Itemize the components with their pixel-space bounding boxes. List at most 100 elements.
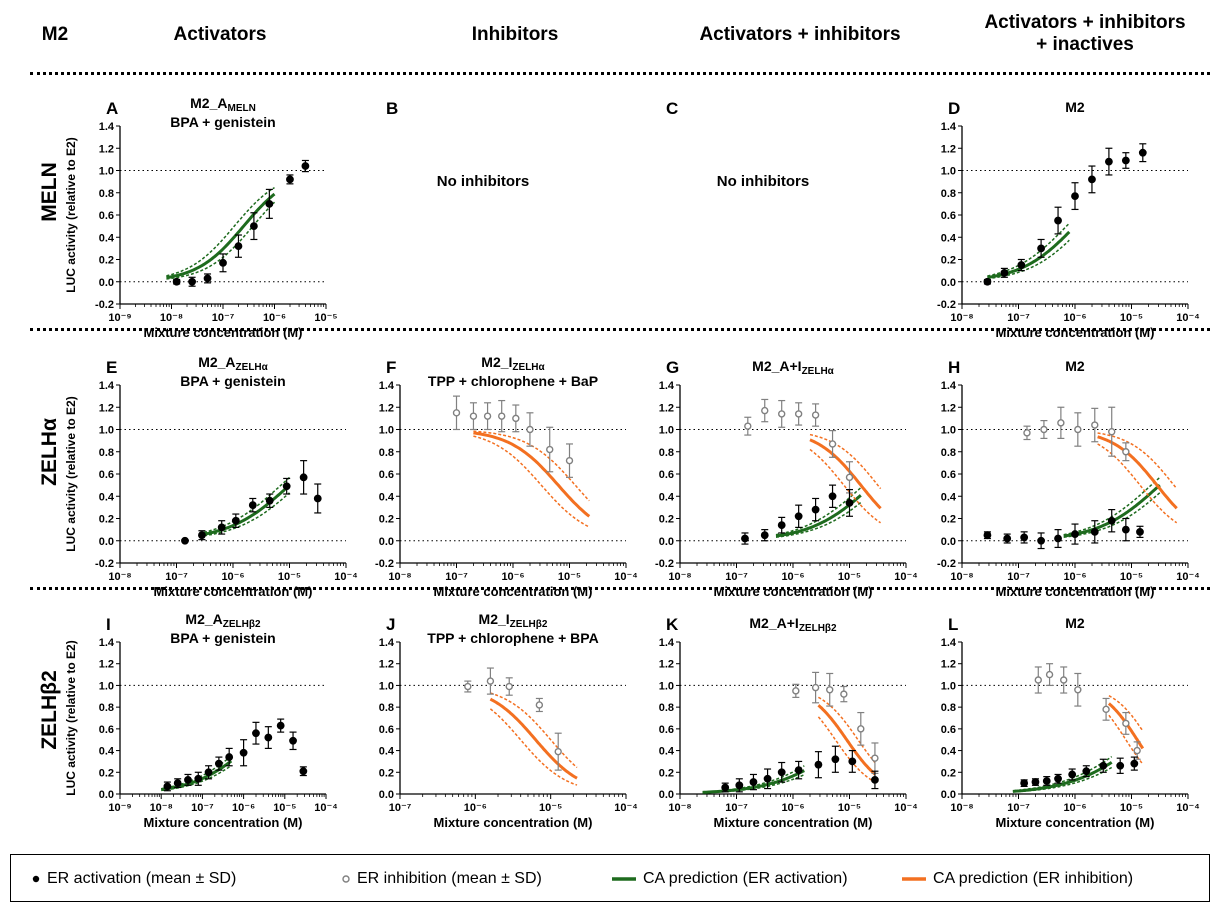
y-tick-label: 0.4 (99, 491, 115, 503)
y-tick-label: 0.2 (99, 514, 114, 526)
ca-prediction-ci-activation (198, 476, 290, 535)
x-tick-label: 10⁻⁶ (221, 571, 244, 583)
column-header-activators: Activators (173, 24, 267, 45)
panel-C: C No inhibitors (666, 99, 809, 190)
activation-point (203, 274, 212, 283)
y-tick-label: 0.6 (379, 469, 394, 481)
activation-point (1068, 770, 1077, 779)
no-inhibitors-note: No inhibitors (717, 173, 810, 190)
panel-H: H M2 -0.2 0.0 0.2 0.4 0.6 0.8 1.0 1.2 1.4 10⁻⁸ 10⁻⁷ 1… (937, 358, 1200, 599)
activation-point (301, 162, 310, 170)
activation-point (1054, 774, 1062, 783)
ca-prediction-ci-inhibition (1097, 432, 1178, 490)
x-tick-label: 10⁻⁶ (781, 802, 804, 814)
inhibition-point (761, 406, 769, 415)
x-axis-label: Mixture concentration (M) (714, 584, 873, 599)
x-axis-label: Mixture concentration (M) (434, 584, 593, 599)
legend: ER activation (mean ± SD) ER inhibition … (10, 854, 1210, 902)
activation-point (871, 775, 879, 784)
x-tick-label: 10⁻⁴ (894, 571, 917, 583)
panel-title-sub: MELN (228, 103, 256, 114)
activation-point (777, 521, 786, 530)
activation-point (313, 494, 322, 503)
ca-prediction-curve-inhibition (489, 697, 578, 780)
activation-point (194, 774, 203, 783)
panel-subtitle: BPA + genistein (170, 630, 275, 646)
y-tick-label: 0.6 (941, 469, 956, 481)
ca-prediction-ci-inhibition (817, 716, 876, 783)
y-tick-label: 1.0 (941, 425, 956, 437)
ca-prediction-ci-inhibition (473, 430, 590, 502)
y-tick-label: 1.4 (99, 637, 115, 649)
panel-title-main: M2_I (479, 611, 510, 627)
orange-line-icon (902, 877, 926, 881)
x-tick-label: 10⁻⁷ (389, 802, 412, 814)
y-tick-label: 0.8 (99, 188, 114, 200)
activation-point (252, 729, 260, 738)
x-tick-label: 10⁻⁴ (314, 802, 337, 814)
x-tick-label: 10⁻⁸ (950, 802, 973, 814)
panel-title: M2 (1065, 615, 1085, 631)
ca-prediction-ci-inhibition (489, 708, 578, 786)
activation-point (188, 277, 197, 286)
panel-title: M2_AZELHα (198, 354, 268, 373)
y-tick-label: 1.0 (941, 680, 956, 692)
inhibition-point (565, 456, 574, 465)
inhibition-point (1122, 448, 1130, 456)
y-tick-label: 0.2 (379, 514, 394, 526)
legend-ca-activation: CA prediction (ER activation) (611, 870, 848, 888)
x-tick-label: 10⁻⁷ (165, 571, 188, 583)
panel-subtitle: BPA + genistein (170, 114, 275, 130)
activation-point (814, 760, 823, 769)
x-axis-label: Mixture concentration (M) (434, 815, 593, 830)
activation-point (983, 277, 992, 286)
y-axis-label: LUC activity (relative to E2) (64, 640, 78, 795)
inhibition-point (1108, 428, 1116, 436)
activation-point (239, 748, 248, 757)
inhibition-point (1091, 421, 1099, 429)
ca-prediction-ci-inhibition (1097, 443, 1178, 524)
activation-point (848, 757, 857, 766)
legend-ca-inhibition: CA prediction (ER inhibition) (901, 870, 1133, 888)
panel-subtitle: TPP + chlorophene + BaP (428, 373, 598, 389)
x-axis-label: Mixture concentration (M) (144, 815, 303, 830)
ca-prediction-curve-activation (1012, 761, 1113, 793)
inhibition-point (464, 682, 472, 691)
y-tick-label: 0.6 (99, 469, 114, 481)
y-tick-label: 0.4 (659, 746, 675, 758)
activation-point (214, 759, 223, 768)
activation-point (1088, 175, 1096, 184)
panel-subtitle: TPP + chlorophene + BPA (427, 630, 598, 646)
y-tick-label: 0.8 (941, 447, 956, 459)
y-tick-label: 1.4 (941, 121, 957, 133)
open-circle-icon (342, 875, 350, 883)
activation-point (286, 175, 294, 184)
activation-point (1020, 779, 1029, 788)
x-tick-label: 10⁻⁷ (1007, 312, 1030, 324)
activation-point (1054, 534, 1062, 543)
activation-point (299, 767, 308, 776)
ca-prediction-ci-inhibition (809, 448, 882, 524)
panel-title: M2 (1065, 99, 1085, 115)
y-tick-label: 0.0 (99, 277, 114, 289)
x-tick-label: 10⁻⁷ (191, 802, 214, 814)
y-tick-label: 1.4 (941, 637, 957, 649)
x-tick-label: 10⁻⁵ (278, 571, 301, 583)
panel-L: L M2 0.0 0.2 0.4 0.6 0.8 1.0 1.2 1.4 10⁻⁸ 10⁻⁷ 10⁻⁶ 1… (941, 615, 1200, 830)
inhibition-point (778, 410, 786, 418)
corner-label: M2 (41, 24, 69, 45)
activation-point (173, 779, 182, 788)
panel-title-sub: ZELHβ2 (223, 619, 261, 630)
panel-title-sub: ZELHα (802, 366, 835, 377)
ca-prediction-ci-activation (199, 492, 290, 538)
y-tick-label: 0.2 (941, 767, 956, 779)
y-tick-label: 0.6 (659, 724, 674, 736)
separator-bottom (30, 587, 1210, 590)
activation-point (249, 222, 258, 231)
activation-point (794, 512, 803, 521)
x-tick-label: 10⁻⁵ (314, 312, 337, 324)
separator-top (30, 72, 1210, 75)
inhibition-point (554, 747, 562, 756)
